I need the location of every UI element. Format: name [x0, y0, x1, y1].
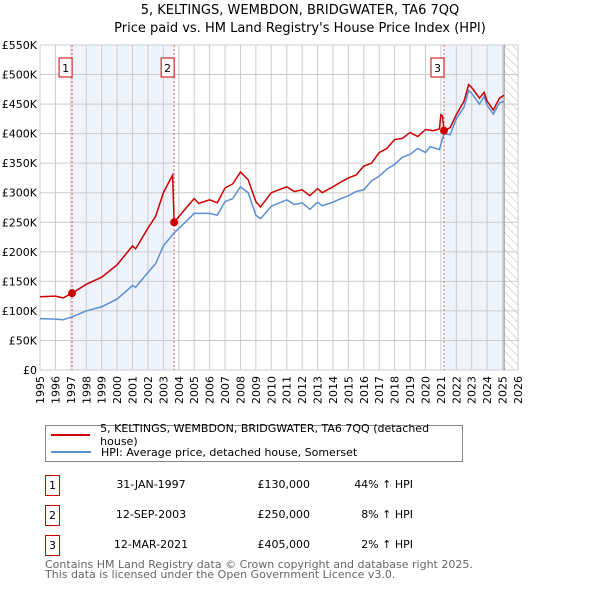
legend-label: 5, KELTINGS, WEMBDON, BRIDGWATER, TA6 7Q… [100, 422, 430, 448]
shaded-period [443, 45, 505, 370]
footer-line: This data is licensed under the Open Gov… [45, 568, 396, 581]
y-tick-label: £300K [2, 187, 38, 200]
x-tick-label: 2009 [250, 376, 263, 404]
sale-hpi-diff: 44% ↑ HPI [354, 478, 413, 491]
x-tick-label: 2020 [419, 376, 432, 404]
blue-line-swatch [51, 451, 91, 453]
legend-item-property: 5, KELTINGS, WEMBDON, BRIDGWATER, TA6 7Q… [51, 422, 462, 448]
sale-hpi-diff: 2% ↑ HPI [361, 538, 413, 551]
x-tick-label: 2008 [234, 376, 247, 404]
y-tick-label: £50K [9, 334, 38, 347]
sale-price: £250,000 [257, 508, 311, 521]
x-tick-label: 2021 [435, 376, 448, 404]
sale-point [170, 218, 179, 227]
x-tick-label: 2003 [157, 376, 170, 404]
legend: 5, KELTINGS, WEMBDON, BRIDGWATER, TA6 7Q… [45, 422, 463, 462]
x-tick-label: 2006 [204, 376, 217, 404]
y-tick-label: £550K [2, 39, 38, 52]
sale-point [68, 289, 77, 298]
sale-label: 2 [160, 57, 175, 78]
sale-label: 1 [58, 57, 73, 78]
y-tick-label: £250K [2, 216, 38, 229]
y-tick-label: £350K [2, 157, 38, 170]
sale-label-box [58, 57, 73, 78]
x-tick-label: 1997 [65, 376, 78, 404]
x-tick-label: 2010 [265, 376, 278, 404]
x-tick-label: 2017 [373, 376, 386, 404]
y-tick-label: £450K [2, 98, 38, 111]
y-tick-label: £200K [2, 246, 38, 259]
x-tick-label: 1998 [80, 376, 93, 404]
x-tick-label: 2018 [389, 376, 402, 404]
chart-subtitle: Price paid vs. HM Land Registry's House … [114, 21, 486, 36]
x-tick-label: 2024 [481, 376, 494, 404]
footer-line: Contains HM Land Registry data © Crown c… [45, 558, 473, 571]
legend-item-hpi: HPI: Average price, detached house, Some… [51, 444, 357, 460]
sale-label-box [430, 57, 445, 78]
sale-label-number: 1 [62, 62, 69, 75]
x-tick-label: 2014 [327, 376, 340, 404]
x-tick-label: 1999 [96, 376, 109, 404]
x-tick-label: 2022 [450, 376, 463, 404]
footer: Contains HM Land Registry data © Crown c… [45, 558, 473, 581]
sale-date: 31-JAN-1997 [116, 478, 186, 491]
forecast-hatch [504, 45, 518, 370]
sale-row: 3 12-MAR-2021 £405,000 2% ↑ HPI [45, 535, 445, 556]
property-price-line [39, 83, 505, 299]
sale-date: 12-SEP-2003 [115, 508, 187, 521]
x-tick-label: 2004 [173, 376, 186, 404]
chart-title: 5, KELTINGS, WEMBDON, BRIDGWATER, TA6 7Q… [140, 3, 460, 18]
legend-label: HPI: Average price, detached house, Some… [101, 445, 358, 459]
sale-label-box [160, 57, 175, 78]
y-tick-label: £0 [23, 364, 37, 377]
x-tick-label: 2011 [281, 376, 294, 404]
x-tick-label: 2016 [358, 376, 371, 404]
x-tick-label: 1996 [49, 376, 62, 404]
y-tick-label: £500K [2, 69, 38, 82]
sale-marker-badge: 2 [45, 505, 60, 526]
sale-label-number: 2 [164, 62, 171, 75]
y-tick-label: £150K [2, 275, 38, 288]
x-tick-label: 2025 [497, 376, 510, 404]
sale-price: £130,000 [257, 478, 311, 491]
sale-label-number: 3 [434, 62, 441, 75]
x-tick-label: 2007 [219, 376, 232, 404]
sale-marker-badge: 3 [45, 535, 60, 556]
x-tick-label: 2023 [466, 376, 479, 404]
x-tick-label: 2026 [512, 376, 525, 404]
x-tick-label: 2005 [188, 376, 201, 404]
sale-price: £405,000 [257, 538, 311, 551]
x-tick-label: 2002 [142, 376, 155, 404]
sale-label: 3 [430, 57, 445, 78]
x-tick-label: 2001 [127, 376, 140, 404]
sale-date: 12-MAR-2021 [113, 538, 189, 551]
red-line-swatch [51, 434, 91, 436]
x-tick-label: 2013 [312, 376, 325, 404]
shaded-period [72, 45, 175, 370]
sale-marker-badge: 1 [45, 475, 60, 496]
y-tick-label: £100K [2, 305, 38, 318]
sale-hpi-diff: 8% ↑ HPI [361, 508, 413, 521]
sale-point [439, 126, 448, 135]
x-tick-label: 2015 [342, 376, 355, 404]
x-tick-label: 2012 [296, 376, 309, 404]
hpi-line [39, 89, 505, 321]
sale-row: 2 12-SEP-2003 £250,000 8% ↑ HPI [45, 505, 445, 526]
sale-row: 1 31-JAN-1997 £130,000 44% ↑ HPI [45, 475, 445, 496]
y-tick-label: £400K [2, 128, 38, 141]
x-tick-label: 2019 [404, 376, 417, 404]
x-tick-label: 1995 [34, 376, 47, 404]
x-tick-label: 2000 [111, 376, 124, 404]
price-chart: 1995 1996 1997 1998 1999 2000 2001 2002 2003 2004… [2, 39, 525, 404]
